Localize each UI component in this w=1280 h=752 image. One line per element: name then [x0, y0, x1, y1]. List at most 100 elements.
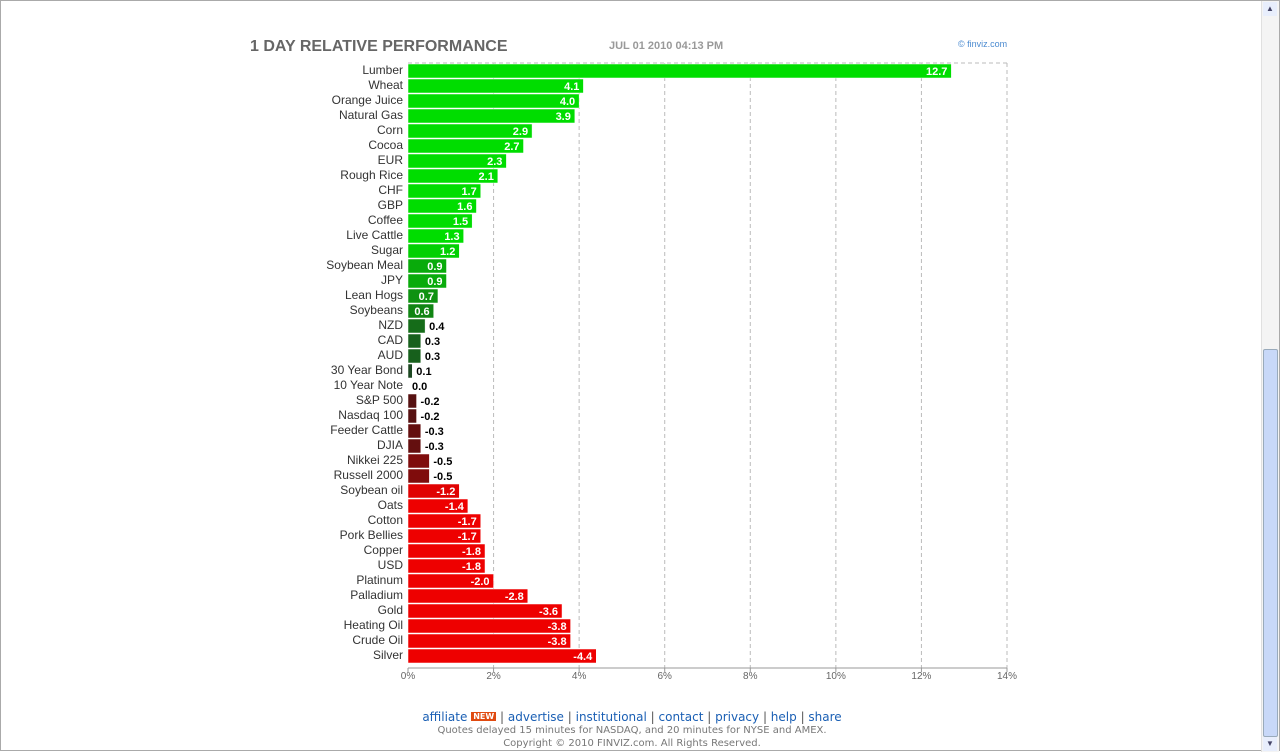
bar: [407, 63, 952, 79]
value-label: 0.0: [412, 381, 427, 393]
bar: [407, 273, 447, 289]
value-label: 2.7: [504, 141, 519, 153]
link-help[interactable]: help: [770, 710, 797, 724]
category-label: CHF: [378, 183, 403, 197]
category-label: 30 Year Bond: [331, 363, 403, 377]
bar: [407, 138, 524, 154]
category-label: Cocoa: [368, 138, 403, 152]
x-tick-label: 2%: [486, 671, 501, 682]
link-advertise[interactable]: advertise: [507, 710, 564, 724]
value-label: 2.1: [479, 171, 494, 183]
chart-title: 1 DAY RELATIVE PERFORMANCE: [250, 38, 508, 55]
bar: [407, 648, 597, 664]
value-label: -0.3: [425, 441, 444, 453]
value-label: 0.6: [414, 306, 429, 318]
bar: [407, 408, 417, 424]
bar: [407, 318, 426, 334]
bar: [407, 303, 434, 319]
value-label: -1.7: [458, 531, 477, 543]
bar: [407, 183, 481, 199]
bar: [407, 438, 422, 454]
vertical-scrollbar[interactable]: ▲ ▼: [1261, 1, 1279, 752]
new-badge: NEW: [471, 712, 497, 721]
category-label: Sugar: [371, 243, 403, 257]
x-tick-label: 12%: [911, 671, 931, 682]
brand-link[interactable]: © finviz.com: [958, 39, 1008, 49]
value-label: 0.4: [429, 321, 445, 333]
link-affiliate[interactable]: affiliate: [422, 710, 468, 724]
value-label: -1.7: [458, 516, 477, 528]
value-label: -3.8: [548, 636, 567, 648]
category-label: Live Cattle: [346, 228, 403, 242]
category-label: Coffee: [368, 213, 403, 227]
value-label: -0.2: [421, 396, 440, 408]
delay-note: Quotes delayed 15 minutes for NASDAQ, an…: [437, 725, 827, 736]
bar: [407, 633, 571, 649]
value-label: 0.3: [425, 336, 440, 348]
footer-links: affiliate NEW | advertise | institutiona…: [422, 710, 842, 724]
x-tick-label: 14%: [997, 671, 1017, 682]
scroll-down-icon[interactable]: ▼: [1263, 737, 1277, 751]
value-label: 0.9: [427, 276, 442, 288]
x-tick-label: 0%: [401, 671, 416, 682]
value-label: -1.2: [436, 486, 455, 498]
bar: [407, 243, 460, 259]
category-label: NZD: [378, 318, 403, 332]
category-label: Natural Gas: [339, 108, 403, 122]
bar: [407, 603, 563, 619]
bar: [407, 483, 460, 499]
performance-chart: 0% 2% 4% 6% 8% 10% 12% 14% Lumber 12.7 Wheat 4.1 Ora…: [326, 62, 1017, 682]
bar: [407, 363, 413, 379]
category-label: S&P 500: [356, 393, 403, 407]
bar: [407, 153, 507, 169]
bar: [407, 198, 477, 214]
bar: [407, 288, 439, 304]
value-label: 2.3: [487, 156, 502, 168]
bar: [407, 423, 422, 439]
value-label: -2.0: [471, 576, 490, 588]
bar: [407, 228, 464, 244]
category-label: Heating Oil: [344, 618, 403, 632]
link-contact[interactable]: contact: [658, 710, 704, 724]
value-label: -3.6: [539, 606, 558, 618]
bar: [407, 123, 533, 139]
category-label: Platinum: [356, 573, 403, 587]
category-label: Silver: [373, 648, 403, 662]
scroll-up-icon[interactable]: ▲: [1263, 2, 1277, 16]
x-tick-label: 10%: [826, 671, 846, 682]
value-label: -0.3: [425, 426, 444, 438]
value-label: -4.4: [573, 651, 593, 663]
value-label: 1.3: [444, 231, 459, 243]
bar: [407, 393, 417, 409]
x-tick-label: 8%: [743, 671, 758, 682]
scrollbar-thumb[interactable]: [1263, 349, 1278, 737]
category-label: Orange Juice: [332, 93, 404, 107]
value-label: 1.7: [461, 186, 476, 198]
bar: [407, 528, 481, 544]
link-institutional[interactable]: institutional: [575, 710, 647, 724]
link-share[interactable]: share: [808, 710, 842, 724]
bar: [407, 588, 529, 604]
category-label: Palladium: [350, 588, 403, 602]
value-label: -3.8: [548, 621, 567, 633]
chart-timestamp: JUL 01 2010 04:13 PM: [609, 40, 724, 52]
value-label: -0.2: [421, 411, 440, 423]
link-privacy[interactable]: privacy: [715, 710, 760, 724]
bar: [407, 573, 494, 589]
footer: affiliate NEW | advertise | institutiona…: [1, 710, 1263, 750]
value-label: 2.9: [513, 126, 528, 138]
bar: [407, 453, 430, 469]
category-label: Lean Hogs: [345, 288, 403, 302]
category-label: CAD: [378, 333, 404, 347]
x-tick-label: 4%: [572, 671, 587, 682]
copyright: Copyright © 2010 FINVIZ.com. All Rights …: [503, 738, 761, 749]
value-label: 0.7: [419, 291, 434, 303]
value-label: 1.2: [440, 246, 455, 258]
value-label: -0.5: [433, 471, 452, 483]
value-label: 4.0: [560, 96, 575, 108]
bar: [407, 213, 473, 229]
category-label: AUD: [378, 348, 404, 362]
value-label: 0.9: [427, 261, 442, 273]
bar: [407, 108, 576, 124]
bar: [407, 78, 584, 94]
